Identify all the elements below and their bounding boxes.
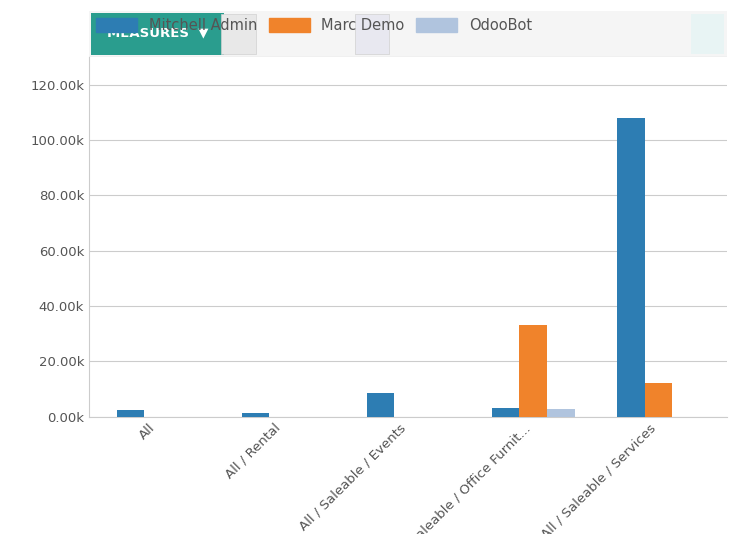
Legend: Mitchell Admin, Marc Demo, OdooBot: Mitchell Admin, Marc Demo, OdooBot bbox=[96, 18, 532, 33]
Bar bbox=[367, 393, 394, 417]
Bar bbox=[547, 409, 574, 417]
Bar bbox=[617, 118, 645, 417]
Bar bbox=[221, 14, 256, 53]
Text: MEASURES  ▼: MEASURES ▼ bbox=[107, 27, 209, 40]
Bar bbox=[645, 383, 672, 417]
Bar bbox=[116, 411, 144, 417]
Bar bbox=[355, 14, 390, 53]
Bar bbox=[91, 13, 224, 55]
Bar bbox=[242, 413, 269, 417]
Bar bbox=[492, 408, 519, 417]
Bar bbox=[519, 325, 547, 417]
Bar bbox=[691, 14, 723, 53]
